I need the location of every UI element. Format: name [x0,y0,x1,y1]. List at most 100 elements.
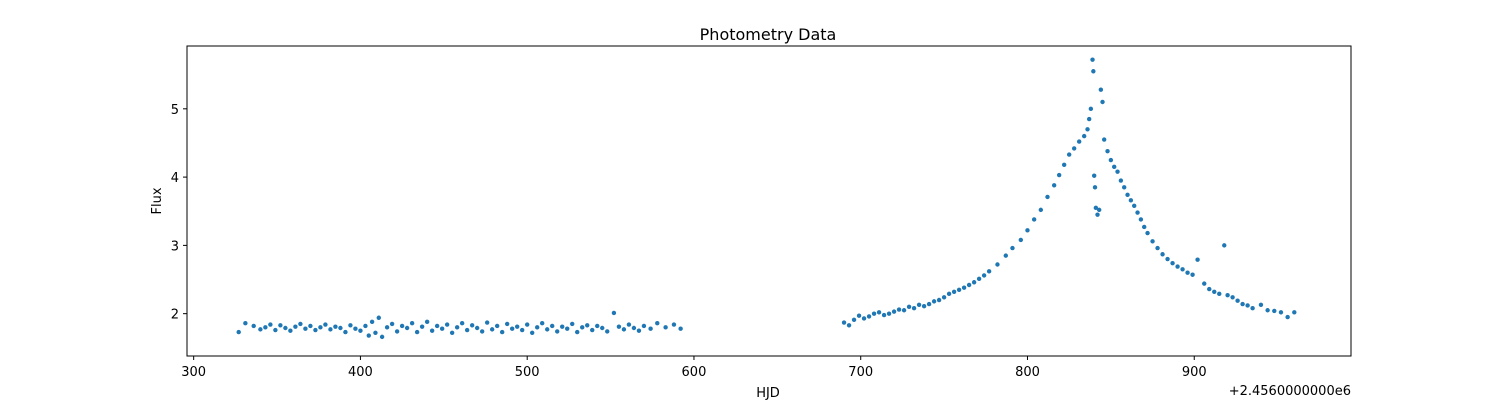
data-point [1096,207,1102,213]
data-point [1142,224,1147,230]
data-point [1175,264,1180,269]
data-point [1165,256,1170,262]
data-point [570,321,575,327]
data-point [1125,192,1130,198]
data-point [1212,289,1217,295]
y-tick-label: 5 [171,103,179,118]
data-point [565,326,570,331]
data-point [1202,281,1207,286]
data-point [1101,137,1107,142]
data-point [1010,245,1015,251]
data-point [1145,230,1150,236]
data-point [394,329,400,334]
data-point [1195,257,1200,262]
data-point [1138,217,1144,222]
data-point [1092,185,1098,190]
data-point [926,301,932,307]
data-point [861,316,867,321]
data-point [846,323,852,328]
data-point [429,328,435,333]
data-point [995,262,1000,267]
data-point [273,327,278,333]
data-point [414,329,420,335]
data-point [946,291,952,297]
data-point [1180,267,1185,272]
x-tick-label: 800 [1015,365,1040,380]
data-point [886,311,892,316]
data-point [474,325,480,331]
data-point [986,269,992,274]
data-point [921,303,927,309]
data-point [636,328,642,333]
data-point [479,329,485,334]
data-point [1128,198,1134,203]
data-point [343,329,348,335]
data-point [1031,217,1037,222]
data-point [236,329,241,335]
data-point [419,324,425,329]
data-point [621,327,627,332]
data-point [333,324,338,329]
data-point [1207,286,1212,292]
data-point [881,312,887,318]
data-point [464,327,470,333]
data-point [841,320,847,325]
data-point [1066,152,1072,157]
data-point [1245,303,1250,308]
y-tick-label: 3 [171,239,179,254]
data-point [298,321,303,327]
y-axis-label: Flux [150,187,165,214]
data-point [1100,99,1105,105]
data-point [358,328,363,333]
data-point [369,319,375,325]
data-point [389,321,395,327]
data-point [1135,210,1140,215]
data-point [856,313,862,318]
data-point [1003,253,1008,258]
data-point [1018,237,1024,243]
data-point [1225,293,1230,298]
data-point [605,329,610,334]
data-point [1160,252,1165,257]
data-point [469,323,475,328]
data-point [678,326,683,331]
data-point [519,327,525,333]
data-point [631,325,637,331]
data-point [1155,245,1160,251]
data-point [1085,127,1090,132]
data-point [1088,106,1094,112]
x-axis-ticks: 300 400 500 600 700 800 900 [181,356,1207,380]
data-point [1150,239,1155,244]
data-point [590,327,595,333]
data-point [444,322,450,327]
data-point [560,324,565,329]
data-point [1071,146,1077,151]
data-point [916,302,922,307]
y-tick-label: 4 [171,171,179,186]
data-point [1091,173,1097,178]
data-point [484,320,490,325]
x-axis-label: HJD [756,386,780,400]
data-point [1250,306,1255,311]
data-points [236,57,1297,340]
data-point [278,323,283,328]
data-point [575,329,580,335]
data-point [616,324,622,329]
data-point [318,325,323,330]
data-point [323,322,328,327]
data-point [353,326,358,331]
data-point [1185,270,1190,275]
data-point [1025,228,1030,233]
data-point [1105,148,1110,154]
data-point [1240,301,1245,307]
data-point [540,321,545,326]
data-point [1091,69,1096,74]
data-point [641,323,647,329]
data-point [499,329,505,335]
data-point [373,330,378,335]
data-point [509,326,515,331]
data-point [876,310,882,315]
data-point [550,323,555,329]
